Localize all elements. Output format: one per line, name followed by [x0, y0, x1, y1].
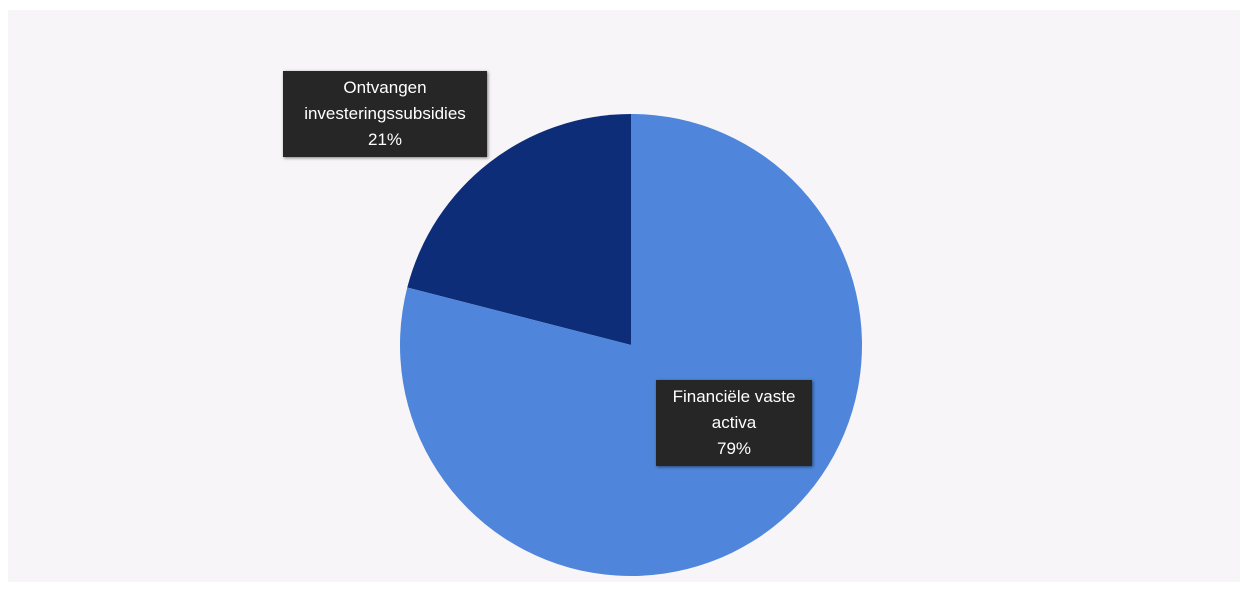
data-label-line: Ontvangen	[343, 78, 427, 97]
data-label-line: investeringssubsidies	[304, 104, 466, 123]
data-label-percent: 79%	[716, 439, 752, 458]
data-label-percent: 21%	[367, 130, 403, 149]
pie-slices	[399, 114, 862, 576]
data-label-line: Financiële vaste	[672, 387, 796, 406]
data-label-ontvangen-investeringssubsidies: Ontvangen investeringssubsidies 21%	[283, 71, 487, 157]
data-label-financiele-vaste-activa: Financiële vaste activa 79%	[656, 380, 812, 466]
pie-slice-ontvangen-investeringssubsidies	[407, 114, 631, 345]
data-label-line: activa	[711, 413, 757, 432]
